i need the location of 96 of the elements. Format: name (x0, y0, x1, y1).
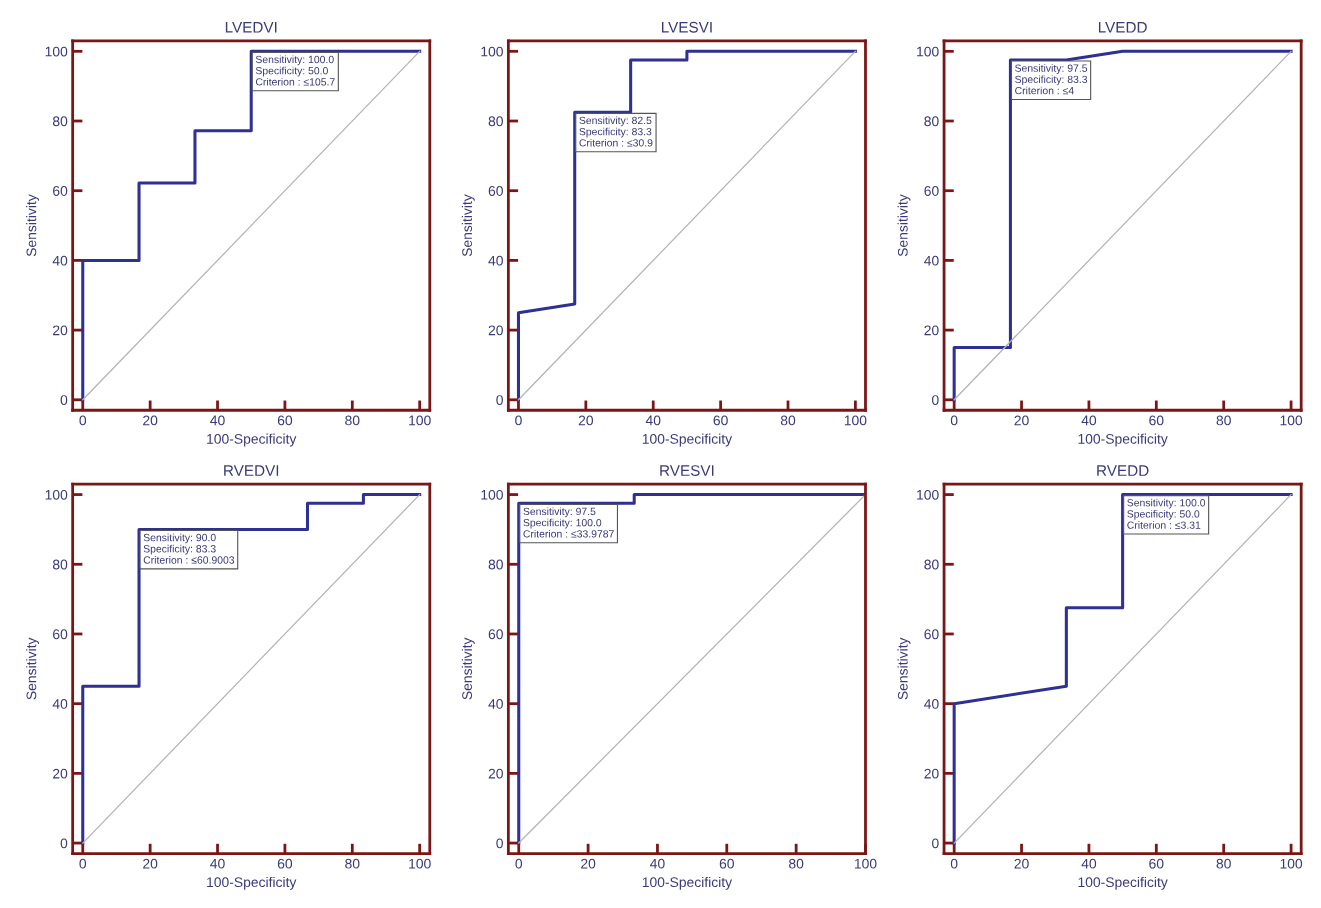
x-axis-title: 100-Specificity (207, 433, 297, 447)
y-tick-label: 100 (45, 489, 68, 500)
x-tick-label: 0 (79, 415, 87, 426)
y-tick-label: 100 (917, 46, 939, 57)
y-tick-label: 60 (924, 629, 939, 640)
x-axis-title: 100-Specificity (1078, 876, 1168, 890)
x-axis-title: 100-Specificity (642, 876, 733, 890)
x-tick-label: 60 (713, 415, 728, 426)
x-tick-label: 100 (844, 415, 867, 426)
x-tick-label: 40 (210, 415, 225, 426)
x-tick-label: 20 (143, 415, 158, 426)
chart-title: RVEDVI (224, 465, 279, 476)
x-tick-label: 80 (345, 858, 360, 869)
y-tick-label: 20 (924, 768, 939, 779)
y-tick-label: 40 (924, 699, 939, 709)
x-axis-title: 100-Specificity (642, 433, 733, 447)
x-tick-label: 80 (345, 415, 360, 426)
y-tick-label: 60 (488, 186, 503, 196)
x-tick-label: 20 (1014, 415, 1029, 426)
chart-title: RVEDD (1097, 465, 1149, 476)
x-tick-label: 40 (645, 415, 661, 426)
y-axis-title: Sensitivity (461, 637, 475, 700)
x-tick-label: 100 (1280, 858, 1303, 869)
y-tick-label: 0 (496, 838, 503, 849)
x-tick-label: 0 (79, 858, 87, 869)
y-tick-label: 20 (488, 325, 503, 336)
chart-title: LVEDVI (225, 22, 277, 33)
y-tick-label: 100 (481, 46, 503, 57)
chart-title: LVEDD (1098, 22, 1147, 33)
y-tick-label: 60 (53, 186, 68, 196)
annotation: Sensitivity: 82.5 Specificity: 83.3 Criterion : ≤30.9 (579, 116, 653, 147)
y-tick-label: 20 (488, 768, 503, 779)
y-axis-title: Sensitivity (461, 194, 475, 257)
y-tick-label: 20 (924, 325, 939, 336)
y-tick-label: 100 (481, 489, 503, 500)
y-tick-label: 0 (932, 395, 939, 405)
x-tick-label: 60 (277, 858, 293, 869)
x-tick-label: 60 (1149, 858, 1164, 869)
annotation: Sensitivity: 97.5 Specificity: 100.0 Criterion : ≤33.9787 (523, 507, 614, 538)
annotation: Sensitivity: 100.0 Specificity: 50.0 Criterion : ≤105.7 (255, 55, 335, 86)
x-axis-title: 100-Specificity (1078, 433, 1168, 447)
x-tick-label: 80 (1216, 415, 1231, 426)
x-tick-label: 80 (780, 415, 796, 426)
x-tick-label: 60 (719, 858, 734, 869)
y-tick-label: 40 (52, 699, 68, 709)
x-tick-label: 60 (1149, 415, 1164, 426)
annotation: Sensitivity: 90.0 Specificity: 83.3 Criterion : ≤60.9003 (143, 533, 235, 564)
x-tick-label: 100 (854, 858, 877, 869)
y-tick-label: 20 (53, 768, 68, 779)
y-tick-label: 20 (53, 325, 68, 336)
x-tick-label: 100 (1280, 415, 1303, 426)
y-tick-label: 60 (924, 186, 939, 196)
y-tick-label: 80 (52, 116, 68, 127)
x-tick-label: 60 (277, 415, 293, 426)
y-tick-label: 80 (924, 559, 939, 570)
y-tick-label: 40 (52, 255, 68, 266)
y-axis-title: Sensitivity (897, 194, 911, 257)
y-tick-label: 0 (60, 395, 68, 405)
y-axis-title: Sensitivity (26, 194, 40, 257)
x-tick-label: 0 (515, 858, 523, 869)
x-tick-label: 20 (581, 858, 596, 869)
y-tick-label: 100 (45, 46, 68, 57)
y-tick-label: 80 (52, 559, 68, 570)
y-axis-title: Sensitivity (897, 637, 911, 700)
y-tick-label: 80 (924, 116, 939, 127)
x-tick-label: 40 (650, 858, 665, 869)
annotation: Sensitivity: 100.0 Specificity: 50.0 Criterion : ≤3.31 (1127, 498, 1206, 529)
x-tick-label: 80 (789, 858, 804, 869)
y-tick-label: 40 (924, 255, 939, 266)
y-axis-title: Sensitivity (26, 637, 40, 700)
x-tick-label: 100 (409, 858, 431, 869)
x-tick-label: 20 (143, 858, 158, 869)
y-tick-label: 60 (488, 629, 503, 640)
x-tick-label: 40 (1081, 858, 1097, 869)
x-tick-label: 20 (578, 415, 594, 426)
y-tick-label: 60 (53, 629, 68, 640)
annotation: Sensitivity: 97.5 Specificity: 83.3 Criterion : ≤4 (1015, 64, 1088, 95)
x-axis-title: 100-Specificity (207, 876, 297, 890)
y-tick-label: 100 (917, 489, 939, 500)
y-tick-label: 40 (488, 699, 503, 709)
y-tick-label: 0 (60, 838, 68, 849)
y-tick-label: 80 (488, 559, 503, 570)
x-tick-label: 0 (515, 415, 522, 426)
x-tick-label: 80 (1216, 858, 1231, 869)
y-tick-label: 40 (488, 255, 503, 266)
x-tick-label: 0 (950, 858, 958, 869)
x-tick-label: 0 (950, 415, 958, 426)
y-tick-label: 80 (488, 116, 503, 127)
x-tick-label: 40 (210, 858, 225, 869)
x-tick-label: 40 (1081, 415, 1097, 426)
chart-title: LVESVI (661, 21, 712, 33)
chart-title: RVESVI (660, 465, 714, 476)
y-tick-label: 0 (932, 838, 939, 849)
y-tick-label: 0 (496, 395, 503, 405)
x-tick-label: 100 (409, 415, 431, 426)
x-tick-label: 20 (1014, 858, 1029, 869)
